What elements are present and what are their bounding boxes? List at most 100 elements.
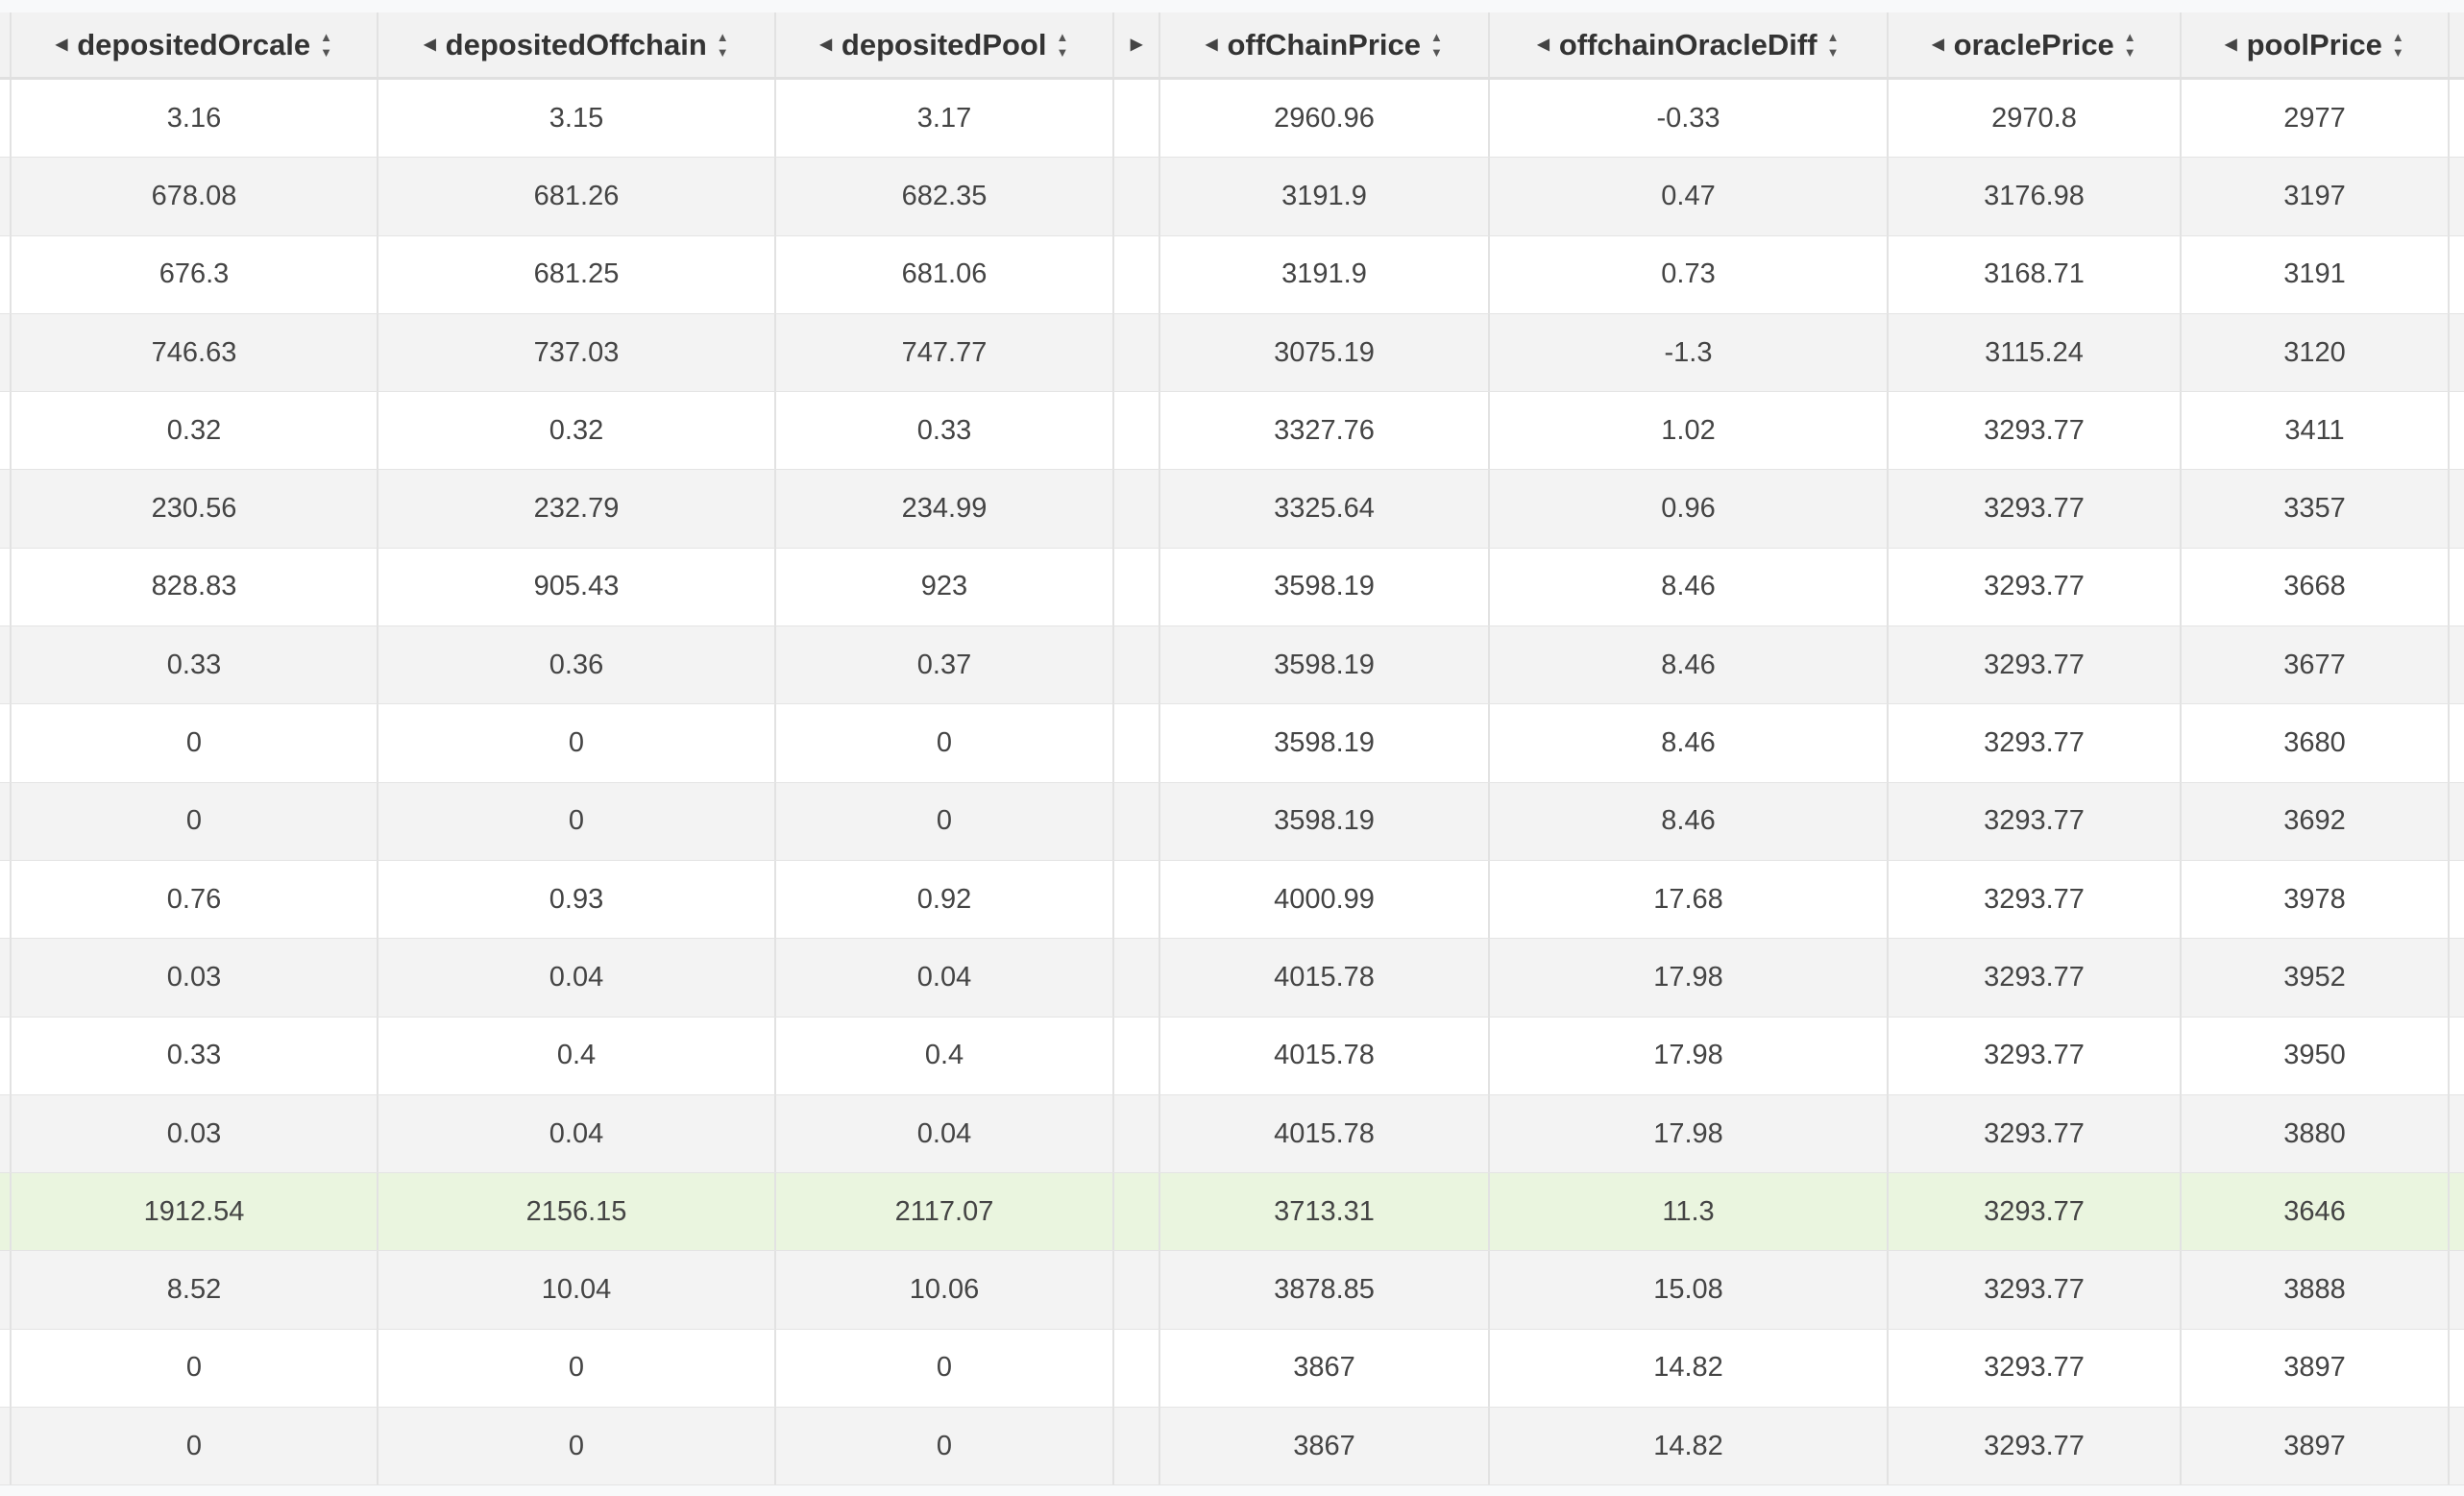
cell-offChainPrice[interactable]: 2960.96 <box>1159 80 1488 158</box>
cell-offChainPrice[interactable]: 3598.19 <box>1159 548 1488 626</box>
cell-poolPrice[interactable]: 3197 <box>2180 158 2448 235</box>
cell-oraclePrice[interactable]: 3115.24 <box>1887 313 2180 392</box>
table-row[interactable]: 676.3 681.25 681.06 3191.9 0.73 3168.71 3191 <box>0 235 2464 314</box>
cell-depositedOrcale[interactable]: 746.63 <box>10 313 377 392</box>
cell-depositedOffchain[interactable]: 737.03 <box>377 313 774 392</box>
cell-poolPrice[interactable]: 3191 <box>2180 235 2448 313</box>
cell-offchainOracleDiff[interactable]: 1.02 <box>1488 392 1887 470</box>
cell-depositedOrcale[interactable]: 1912.54 <box>10 1173 377 1251</box>
cell-poolPrice[interactable]: 3897 <box>2180 1408 2448 1485</box>
cell-collapsed[interactable] <box>1112 313 1159 392</box>
cell-depositedPool[interactable]: 2117.07 <box>774 1173 1112 1251</box>
cell-offChainPrice[interactable]: 3867 <box>1159 1408 1488 1485</box>
cell-offchainOracleDiff[interactable]: 0.96 <box>1488 470 1887 548</box>
cell-depositedOrcale[interactable]: 0 <box>10 1408 377 1485</box>
sort-icon[interactable]: ▲ ▼ <box>1056 29 1069 60</box>
table-row[interactable]: 0.03 0.04 0.04 4015.78 17.98 3293.77 3880 <box>0 1094 2464 1174</box>
cell-poolPrice[interactable]: 3978 <box>2180 860 2448 939</box>
cell-depositedPool[interactable]: 682.35 <box>774 158 1112 235</box>
cell-offChainPrice[interactable]: 4015.78 <box>1159 939 1488 1017</box>
table-row[interactable]: 1912.54 2156.15 2117.07 3713.31 11.3 3293.77 3… <box>0 1173 2464 1252</box>
table-row[interactable]: 230.56 232.79 234.99 3325.64 0.96 3293.77 3357 <box>0 470 2464 549</box>
collapse-left-icon[interactable]: ◀ <box>1932 36 1944 53</box>
cell-collapsed[interactable] <box>1112 80 1159 158</box>
header-offChainPrice[interactable]: ◀ offChainPrice ▲ ▼ <box>1159 12 1488 77</box>
cell-offChainPrice[interactable]: 3191.9 <box>1159 235 1488 313</box>
cell-collapsed[interactable] <box>1112 704 1159 782</box>
cell-oraclePrice[interactable]: 3293.77 <box>1887 939 2180 1017</box>
cell-poolPrice[interactable]: 3668 <box>2180 548 2448 626</box>
cell-poolPrice[interactable]: 3120 <box>2180 313 2448 392</box>
cell-depositedOffchain[interactable]: 3.15 <box>377 80 774 158</box>
cell-depositedOrcale[interactable]: 8.52 <box>10 1251 377 1329</box>
cell-depositedOrcale[interactable]: 0.33 <box>10 626 377 704</box>
header-depositedOffchain[interactable]: ◀ depositedOffchain ▲ ▼ <box>377 12 774 77</box>
cell-depositedOffchain[interactable]: 0 <box>377 704 774 782</box>
cell-oraclePrice[interactable]: 3176.98 <box>1887 158 2180 235</box>
cell-depositedPool[interactable]: 10.06 <box>774 1251 1112 1329</box>
cell-depositedOffchain[interactable]: 0.04 <box>377 939 774 1017</box>
cell-offChainPrice[interactable]: 3878.85 <box>1159 1251 1488 1329</box>
table-row[interactable]: 0.03 0.04 0.04 4015.78 17.98 3293.77 3952 <box>0 939 2464 1018</box>
table-row[interactable]: 0 0 0 3867 14.82 3293.77 3897 <box>0 1408 2464 1486</box>
cell-offchainOracleDiff[interactable]: 0.47 <box>1488 158 1887 235</box>
cell-poolPrice[interactable]: 3888 <box>2180 1251 2448 1329</box>
cell-offchainOracleDiff[interactable]: -1.3 <box>1488 313 1887 392</box>
cell-oraclePrice[interactable]: 3293.77 <box>1887 1408 2180 1485</box>
cell-depositedPool[interactable]: 0.92 <box>774 860 1112 939</box>
table-row[interactable]: 0.76 0.93 0.92 4000.99 17.68 3293.77 3978 <box>0 860 2464 940</box>
cell-collapsed[interactable] <box>1112 1251 1159 1329</box>
cell-oraclePrice[interactable]: 3293.77 <box>1887 548 2180 626</box>
cell-collapsed[interactable] <box>1112 1173 1159 1251</box>
cell-offChainPrice[interactable]: 3713.31 <box>1159 1173 1488 1251</box>
cell-offChainPrice[interactable]: 3598.19 <box>1159 782 1488 860</box>
collapse-left-icon[interactable]: ◀ <box>55 36 68 53</box>
table-row[interactable]: 0 0 0 3598.19 8.46 3293.77 3692 <box>0 782 2464 861</box>
cell-offChainPrice[interactable]: 3325.64 <box>1159 470 1488 548</box>
cell-collapsed[interactable] <box>1112 1017 1159 1094</box>
cell-oraclePrice[interactable]: 3168.71 <box>1887 235 2180 313</box>
cell-depositedOrcale[interactable]: 0.03 <box>10 1094 377 1173</box>
cell-depositedPool[interactable]: 0 <box>774 1329 1112 1408</box>
cell-offchainOracleDiff[interactable]: 17.68 <box>1488 860 1887 939</box>
cell-offchainOracleDiff[interactable]: 14.82 <box>1488 1408 1887 1485</box>
sort-icon[interactable]: ▲ ▼ <box>2391 29 2404 60</box>
cell-depositedOffchain[interactable]: 0.32 <box>377 392 774 470</box>
cell-depositedPool[interactable]: 923 <box>774 548 1112 626</box>
cell-poolPrice[interactable]: 2977 <box>2180 80 2448 158</box>
collapse-left-icon[interactable]: ◀ <box>819 36 832 53</box>
cell-offChainPrice[interactable]: 3598.19 <box>1159 704 1488 782</box>
cell-oraclePrice[interactable]: 3293.77 <box>1887 782 2180 860</box>
cell-collapsed[interactable] <box>1112 1408 1159 1485</box>
table-row[interactable]: 8.52 10.04 10.06 3878.85 15.08 3293.77 3888 <box>0 1251 2464 1330</box>
cell-depositedOrcale[interactable]: 0 <box>10 1329 377 1408</box>
cell-oraclePrice[interactable]: 3293.77 <box>1887 392 2180 470</box>
header-depositedOrcale[interactable]: ◀ depositedOrcale ▲ ▼ <box>10 12 377 77</box>
cell-depositedOffchain[interactable]: 0.36 <box>377 626 774 704</box>
table-row[interactable]: 0 0 0 3598.19 8.46 3293.77 3680 <box>0 704 2464 783</box>
cell-depositedOffchain[interactable]: 0 <box>377 782 774 860</box>
cell-depositedOffchain[interactable]: 681.25 <box>377 235 774 313</box>
cell-collapsed[interactable] <box>1112 470 1159 548</box>
cell-depositedOffchain[interactable]: 0 <box>377 1408 774 1485</box>
cell-depositedPool[interactable]: 0 <box>774 782 1112 860</box>
header-oraclePrice[interactable]: ◀ oraclePrice ▲ ▼ <box>1887 12 2180 77</box>
collapse-left-icon[interactable]: ◀ <box>1537 36 1549 53</box>
cell-poolPrice[interactable]: 3692 <box>2180 782 2448 860</box>
cell-offChainPrice[interactable]: 3327.76 <box>1159 392 1488 470</box>
collapse-left-icon[interactable]: ◀ <box>1206 36 1218 53</box>
cell-depositedOrcale[interactable]: 0 <box>10 704 377 782</box>
cell-depositedOffchain[interactable]: 232.79 <box>377 470 774 548</box>
cell-poolPrice[interactable]: 3677 <box>2180 626 2448 704</box>
cell-oraclePrice[interactable]: 3293.77 <box>1887 860 2180 939</box>
cell-offchainOracleDiff[interactable]: 8.46 <box>1488 782 1887 860</box>
cell-poolPrice[interactable]: 3897 <box>2180 1329 2448 1408</box>
cell-collapsed[interactable] <box>1112 626 1159 704</box>
cell-collapsed[interactable] <box>1112 235 1159 313</box>
cell-poolPrice[interactable]: 3646 <box>2180 1173 2448 1251</box>
cell-offchainOracleDiff[interactable]: 8.46 <box>1488 704 1887 782</box>
collapse-left-icon[interactable]: ◀ <box>2225 36 2237 53</box>
cell-oraclePrice[interactable]: 3293.77 <box>1887 626 2180 704</box>
cell-poolPrice[interactable]: 3680 <box>2180 704 2448 782</box>
header-poolPrice[interactable]: ◀ poolPrice ▲ ▼ <box>2180 12 2448 77</box>
